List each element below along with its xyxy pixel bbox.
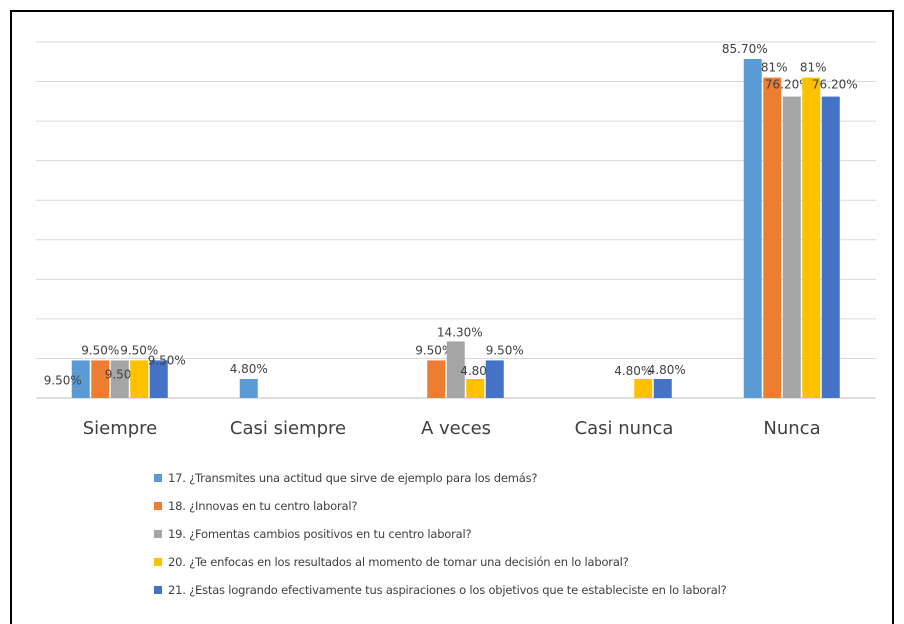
bar-s1-siempre (71, 360, 90, 398)
bar-s4-nunca (802, 77, 821, 398)
data-label: 9.50% (120, 343, 158, 357)
legend-label: 18. ¿Innovas en tu centro laboral? (168, 499, 358, 513)
data-label: 9.50% (148, 353, 186, 367)
bar-s5-casi-nunca (653, 379, 672, 398)
data-label: 4.80% (648, 363, 686, 377)
legend-item: 18. ¿Innovas en tu centro laboral? (154, 492, 727, 520)
legend-swatch (154, 558, 162, 566)
data-label: 4.80% (230, 362, 268, 376)
category-label: Casi siempre (230, 418, 346, 439)
legend-swatch (154, 502, 162, 510)
bar-s3-siempre (110, 360, 129, 398)
bar-s1-casi-siempre (239, 379, 258, 398)
legend-swatch (154, 586, 162, 594)
legend-label: 20. ¿Te enfocas en los resultados al mom… (168, 555, 629, 569)
bar-s5-a-veces (485, 360, 504, 398)
data-label: 81% (800, 61, 827, 75)
bar-s1-nunca (743, 59, 762, 399)
bar-s3-nunca (782, 96, 801, 398)
category-label: Nunca (763, 418, 820, 439)
data-label: 9.50% (486, 343, 524, 357)
legend-label: 21. ¿Estas logrando efectivamente tus as… (168, 583, 727, 597)
legend-swatch (154, 474, 162, 482)
data-label: 4.80% (614, 364, 652, 378)
data-label: 76.20% (812, 78, 858, 92)
bar-s4-siempre (130, 360, 149, 398)
category-label: Siempre (83, 418, 158, 439)
legend-item: 17. ¿Transmites una actitud que sirve de… (154, 464, 727, 492)
bar-s4-a-veces (466, 379, 485, 398)
legend-label: 19. ¿Fomentas cambios positivos en tu ce… (168, 527, 472, 541)
bar-s2-nunca (763, 77, 782, 398)
legend-label: 17. ¿Transmites una actitud que sirve de… (168, 471, 538, 485)
data-label: 81% (761, 61, 788, 75)
legend-item: 20. ¿Te enfocas en los resultados al mom… (154, 548, 727, 576)
legend: 17. ¿Transmites una actitud que sirve de… (154, 464, 727, 604)
data-label: 9.50% (81, 343, 119, 357)
data-label: 85.70% (722, 42, 768, 56)
bar-s3-a-veces (446, 341, 465, 398)
bar-s5-siempre (149, 360, 168, 398)
data-label: 9.50% (44, 373, 82, 387)
bar-s4-casi-nunca (634, 379, 653, 398)
data-label: 9.50% (415, 343, 453, 357)
bar-s2-siempre (91, 360, 110, 398)
category-label: A veces (421, 418, 491, 439)
data-label: 14.30% (437, 325, 483, 339)
legend-swatch (154, 530, 162, 538)
bar-s2-a-veces (427, 360, 446, 398)
legend-item: 19. ¿Fomentas cambios positivos en tu ce… (154, 520, 727, 548)
category-label: Casi nunca (575, 418, 674, 439)
bar-s5-nunca (821, 96, 840, 398)
legend-item: 21. ¿Estas logrando efectivamente tus as… (154, 576, 727, 604)
data-label: 76.20% (765, 78, 811, 92)
